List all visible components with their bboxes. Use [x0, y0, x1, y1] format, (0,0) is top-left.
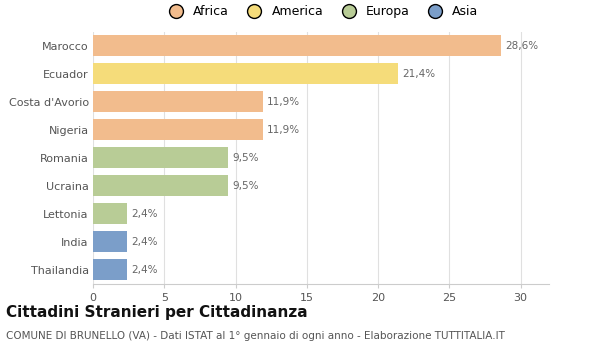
- Text: 2,4%: 2,4%: [131, 265, 158, 274]
- Text: 2,4%: 2,4%: [131, 237, 158, 246]
- Bar: [93, 119, 263, 140]
- Text: 9,5%: 9,5%: [233, 181, 259, 190]
- Bar: [93, 231, 127, 252]
- Text: 28,6%: 28,6%: [505, 41, 538, 50]
- Text: 21,4%: 21,4%: [402, 69, 436, 78]
- Text: 2,4%: 2,4%: [131, 209, 158, 218]
- Bar: [93, 91, 263, 112]
- Bar: [93, 147, 229, 168]
- Text: Cittadini Stranieri per Cittadinanza: Cittadini Stranieri per Cittadinanza: [6, 304, 308, 320]
- Bar: [93, 63, 398, 84]
- Text: COMUNE DI BRUNELLO (VA) - Dati ISTAT al 1° gennaio di ogni anno - Elaborazione T: COMUNE DI BRUNELLO (VA) - Dati ISTAT al …: [6, 331, 505, 341]
- Bar: [93, 259, 127, 280]
- Text: 9,5%: 9,5%: [233, 153, 259, 162]
- Bar: [93, 175, 229, 196]
- Text: 11,9%: 11,9%: [267, 97, 300, 106]
- Bar: [93, 35, 500, 56]
- Legend: Africa, America, Europa, Asia: Africa, America, Europa, Asia: [163, 5, 479, 18]
- Bar: [93, 203, 127, 224]
- Text: 11,9%: 11,9%: [267, 125, 300, 134]
